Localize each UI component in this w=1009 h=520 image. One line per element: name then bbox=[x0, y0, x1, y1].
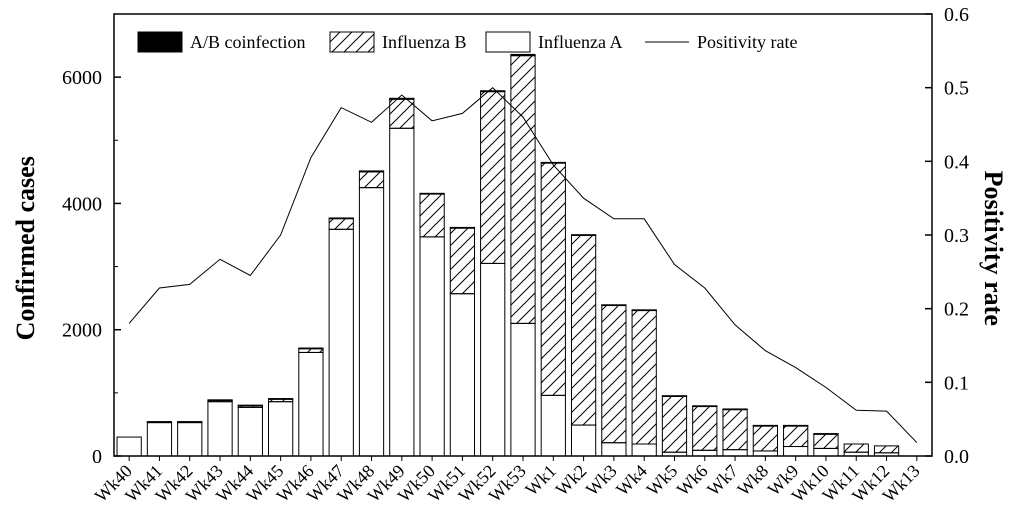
bar-a-b-coinfection-wk46 bbox=[298, 347, 324, 350]
bar-a-b-coinfection-wk48 bbox=[358, 170, 385, 173]
bar-influenza-a-wk51 bbox=[449, 293, 476, 457]
bar-a-b-coinfection-wk8 bbox=[752, 424, 778, 427]
bar-influenza-a-wk10 bbox=[813, 447, 839, 457]
bar-influenza-b-wk9 bbox=[783, 425, 809, 448]
bar-a-b-coinfection-wk44 bbox=[237, 404, 263, 407]
bar-influenza-a-wk50 bbox=[419, 236, 445, 457]
bar-a-b-coinfection-wk50 bbox=[419, 192, 445, 195]
bar-influenza-b-wk5 bbox=[661, 395, 688, 453]
bar-a-b-coinfection-wk52 bbox=[480, 90, 506, 93]
y-tick-label: 4000 bbox=[62, 193, 102, 215]
bar-influenza-a-wk43 bbox=[207, 401, 233, 457]
bar-influenza-a-wk53 bbox=[510, 322, 536, 457]
bar-a-b-coinfection-wk43 bbox=[207, 399, 233, 402]
bar-a-b-coinfection-wk53 bbox=[510, 53, 536, 57]
x-tick-label: Wk4 bbox=[612, 461, 651, 500]
bar-influenza-b-wk12 bbox=[873, 445, 900, 454]
x-tick-label: Wk8 bbox=[733, 461, 772, 500]
series-line-positivity-rate bbox=[128, 87, 918, 444]
bar-influenza-a-wk42 bbox=[177, 422, 203, 457]
bar-a-b-coinfection-wk51 bbox=[449, 226, 476, 229]
bar-influenza-a-wk52 bbox=[480, 262, 506, 457]
bar-influenza-a-wk6 bbox=[692, 449, 718, 457]
bar-influenza-a-wk49 bbox=[389, 127, 415, 457]
bar-a-b-coinfection-wk49 bbox=[389, 97, 415, 100]
bar-a-b-coinfection-wk42 bbox=[177, 421, 203, 423]
legend-label-positivity-rate: Positivity rate bbox=[697, 32, 798, 52]
y2-tick-label: 0.1 bbox=[944, 372, 969, 394]
legend: A/B coinfection Influenza B Influenza A Pos… bbox=[137, 31, 798, 53]
y2-tick-label: 0.5 bbox=[944, 78, 969, 100]
legend-swatch-a-b-coinfection bbox=[137, 31, 183, 53]
bar-a-b-coinfection-wk45 bbox=[268, 398, 294, 400]
bar-influenza-b-wk10 bbox=[813, 433, 839, 449]
bar-influenza-a-wk44 bbox=[237, 406, 263, 457]
bars-layer bbox=[116, 53, 900, 457]
x-tick-label: Wk2 bbox=[552, 461, 591, 500]
legend-swatch-influenza-a bbox=[485, 31, 531, 53]
bar-influenza-a-wk45 bbox=[268, 401, 294, 457]
y-axis-title: Confirmed cases bbox=[11, 156, 40, 340]
bar-a-b-coinfection-wk4 bbox=[631, 309, 657, 312]
x-tick-label: Wk6 bbox=[673, 461, 712, 500]
bar-a-b-coinfection-wk10 bbox=[813, 433, 839, 435]
bar-influenza-a-wk47 bbox=[328, 228, 354, 457]
y2-tick-label: 0.0 bbox=[944, 446, 969, 468]
x-tick-label: Wk1 bbox=[521, 461, 560, 500]
bar-influenza-b-wk11 bbox=[843, 443, 869, 453]
y2-axis-title: Positivity rate bbox=[979, 171, 1008, 326]
bar-influenza-b-wk50 bbox=[419, 193, 445, 238]
legend-label-influenza-b: Influenza B bbox=[382, 32, 466, 52]
bar-influenza-b-wk47 bbox=[328, 218, 354, 230]
bar-influenza-b-wk49 bbox=[389, 98, 415, 129]
bar-a-b-coinfection-wk1 bbox=[540, 161, 566, 164]
bar-influenza-b-wk8 bbox=[752, 425, 778, 452]
bar-influenza-a-wk8 bbox=[752, 450, 778, 457]
y-tick-label: 6000 bbox=[62, 67, 102, 89]
legend-swatch-influenza-b bbox=[329, 31, 375, 53]
bar-influenza-b-wk52 bbox=[480, 91, 506, 264]
y2-tick-label: 0.6 bbox=[944, 4, 969, 26]
x-tick-label: Wk5 bbox=[642, 461, 681, 500]
bar-influenza-b-wk6 bbox=[692, 405, 718, 451]
bar-influenza-a-wk9 bbox=[783, 446, 809, 457]
bar-a-b-coinfection-wk5 bbox=[661, 395, 688, 397]
bar-a-b-coinfection-wk41 bbox=[146, 421, 173, 423]
bar-a-b-coinfection-wk9 bbox=[783, 424, 809, 427]
bar-influenza-a-wk4 bbox=[631, 443, 657, 457]
y2-tick-label: 0.3 bbox=[944, 225, 969, 247]
y-tick-label: 2000 bbox=[62, 320, 102, 342]
bar-influenza-b-wk3 bbox=[601, 304, 627, 444]
bar-influenza-a-wk41 bbox=[146, 422, 173, 457]
y2-tick-label: 0.4 bbox=[944, 151, 969, 173]
bar-influenza-b-wk7 bbox=[722, 408, 748, 451]
bar-influenza-a-wk7 bbox=[722, 449, 748, 457]
bar-influenza-a-wk46 bbox=[298, 351, 324, 457]
legend-label-a-b-coinfection: A/B coinfection bbox=[190, 32, 305, 52]
bar-influenza-a-wk48 bbox=[358, 187, 385, 457]
bar-a-b-coinfection-wk3 bbox=[601, 304, 627, 307]
x-tick-label: Wk7 bbox=[703, 461, 742, 500]
bar-influenza-a-wk40 bbox=[116, 436, 142, 457]
bar-a-b-coinfection-wk2 bbox=[570, 234, 597, 236]
bar-influenza-a-wk3 bbox=[601, 442, 627, 457]
bar-influenza-b-wk4 bbox=[631, 309, 657, 445]
bar-influenza-b-wk2 bbox=[570, 234, 597, 426]
bar-influenza-a-wk1 bbox=[540, 394, 566, 457]
x-tick-label: Wk3 bbox=[582, 461, 621, 500]
bar-a-b-coinfection-wk47 bbox=[328, 217, 354, 220]
legend-label-influenza-a: Influenza A bbox=[538, 32, 622, 52]
bar-a-b-coinfection-wk7 bbox=[722, 408, 748, 411]
bar-influenza-b-wk48 bbox=[358, 171, 385, 189]
bar-influenza-b-wk1 bbox=[540, 162, 566, 396]
bar-influenza-b-wk53 bbox=[510, 55, 536, 324]
bar-influenza-b-wk51 bbox=[449, 227, 476, 295]
y2-tick-label: 0.2 bbox=[944, 299, 969, 321]
bar-influenza-a-wk2 bbox=[570, 424, 597, 457]
bar-a-b-coinfection-wk6 bbox=[692, 405, 718, 408]
y-tick-label: 0 bbox=[92, 446, 102, 468]
line-layer bbox=[128, 87, 918, 444]
